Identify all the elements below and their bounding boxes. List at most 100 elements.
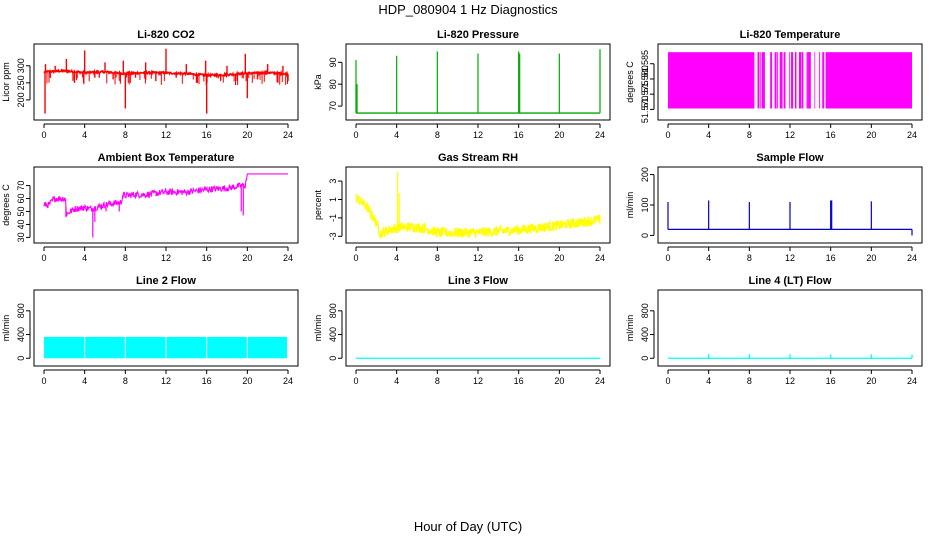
y-tick-label: -3 <box>328 232 338 240</box>
x-tick-label: 12 <box>473 376 483 386</box>
x-tick-label: 12 <box>785 253 795 263</box>
x-tick-label: 12 <box>473 253 483 263</box>
panel-rh: Gas Stream RH percent 0 4 8 12 16 20 24 -3 -1 1 3 <box>313 152 611 263</box>
x-tick-label: 24 <box>595 253 605 263</box>
x-tick-label: 4 <box>82 376 87 386</box>
plot-frame <box>657 289 923 367</box>
x-tick-label: 4 <box>706 253 711 263</box>
y-tick-label: 300 <box>16 58 26 73</box>
x-tick-label: 8 <box>123 376 128 386</box>
plot-frame <box>345 289 611 367</box>
x-tick-label: 4 <box>394 253 399 263</box>
y-tick-label: 90 <box>328 57 338 67</box>
y-tick-label: 80 <box>328 79 338 89</box>
x-tick-label: 0 <box>665 376 670 386</box>
y-tick-label: 51.570 <box>640 96 650 124</box>
x-tick-label: 16 <box>202 253 212 263</box>
x-tick-label: 20 <box>242 130 252 140</box>
x-tick-label: 8 <box>747 130 752 140</box>
x-tick-label: 0 <box>41 130 46 140</box>
x-tick-label: 24 <box>595 130 605 140</box>
y-tick-label: 51.575 <box>640 80 650 108</box>
x-tick-label: 0 <box>41 376 46 386</box>
figure-title: HDP_080904 1 Hz Diagnostics <box>378 2 558 17</box>
x-tick-label: 24 <box>283 130 293 140</box>
plot-frame <box>33 289 299 367</box>
x-tick-label: 4 <box>706 376 711 386</box>
x-tick-label: 12 <box>161 376 171 386</box>
data-marks <box>667 200 913 236</box>
plot-frame <box>345 166 611 244</box>
data-marks <box>44 336 287 359</box>
y-tick-label: 40 <box>16 219 26 229</box>
panel-title: Line 3 Flow <box>448 275 508 287</box>
panel-ambient: Ambient Box Temperature degrees C 0 4 8 12 16 2… <box>1 152 299 263</box>
x-tick-label: 12 <box>785 376 795 386</box>
panel-title: Gas Stream RH <box>438 152 518 164</box>
x-tick-label: 24 <box>595 376 605 386</box>
x-tick-label: 4 <box>706 130 711 140</box>
x-tick-label: 20 <box>554 376 564 386</box>
panel-ylabel: Licor ppm <box>1 62 11 102</box>
y-tick-label: 70 <box>16 181 26 191</box>
data-marks <box>668 353 913 359</box>
y-tick-label: 400 <box>328 327 338 342</box>
y-tick-label: 0 <box>16 356 26 361</box>
y-tick-label: 400 <box>16 327 26 342</box>
y-tick-label: 800 <box>16 303 26 318</box>
y-tick-label: 200 <box>16 92 26 107</box>
x-tick-label: 12 <box>161 253 171 263</box>
panel-title: Line 4 (LT) Flow <box>749 275 832 287</box>
y-tick-label: 250 <box>16 75 26 90</box>
panel-ylabel: ml/min <box>313 315 323 342</box>
x-tick-label: 12 <box>473 130 483 140</box>
panel-ylabel: degrees C <box>625 61 635 103</box>
panel-ylabel: ml/min <box>1 315 11 342</box>
x-tick-label: 0 <box>353 253 358 263</box>
x-tick-label: 8 <box>747 253 752 263</box>
x-tick-label: 16 <box>826 376 836 386</box>
figure-xlabel: Hour of Day (UTC) <box>414 519 522 534</box>
x-tick-label: 24 <box>283 376 293 386</box>
plot-frame <box>657 166 923 244</box>
x-tick-label: 12 <box>161 130 171 140</box>
y-tick-label: 51.585 <box>640 50 650 78</box>
y-tick-label: 70 <box>328 101 338 111</box>
x-tick-label: 8 <box>435 130 440 140</box>
x-tick-label: 8 <box>435 253 440 263</box>
y-tick-label: 400 <box>640 327 650 342</box>
panel-ylabel: ml/min <box>625 192 635 219</box>
x-tick-label: 0 <box>41 253 46 263</box>
y-tick-label: -1 <box>328 214 338 222</box>
x-tick-label: 20 <box>242 376 252 386</box>
panel-title: Li-820 CO2 <box>137 29 194 41</box>
data-marks <box>668 52 912 109</box>
x-tick-label: 0 <box>665 130 670 140</box>
panel-line3: Line 3 Flow ml/min 0 4 8 12 16 20 24 0 400 800 <box>313 275 611 386</box>
x-tick-label: 20 <box>554 253 564 263</box>
panel-ylabel: ml/min <box>625 315 635 342</box>
x-tick-label: 16 <box>202 376 212 386</box>
data-marks <box>355 171 601 240</box>
x-tick-label: 8 <box>435 376 440 386</box>
panel-ylabel: kPa <box>313 74 323 90</box>
x-tick-label: 4 <box>394 376 399 386</box>
y-tick-label: 50 <box>16 206 26 216</box>
x-tick-label: 20 <box>242 253 252 263</box>
data-marks <box>355 49 601 114</box>
temperature-band-1 <box>825 52 912 109</box>
ambient-line <box>43 173 288 218</box>
x-tick-label: 20 <box>866 130 876 140</box>
panel-temperature: Li-820 Temperature degrees C 0 4 8 12 16 20 24 51… <box>625 29 923 140</box>
panel-title: Ambient Box Temperature <box>98 152 235 164</box>
panel-pressure: Li-820 Pressure kPa 0 4 8 12 16 20 24 70 80 90 <box>313 29 611 140</box>
data-marks <box>43 173 288 238</box>
panel-title: Li-820 Temperature <box>740 29 841 41</box>
x-tick-label: 8 <box>123 253 128 263</box>
x-tick-label: 4 <box>82 253 87 263</box>
x-tick-label: 0 <box>353 376 358 386</box>
x-tick-label: 16 <box>514 130 524 140</box>
y-tick-label: 3 <box>328 179 338 184</box>
x-tick-label: 16 <box>826 253 836 263</box>
